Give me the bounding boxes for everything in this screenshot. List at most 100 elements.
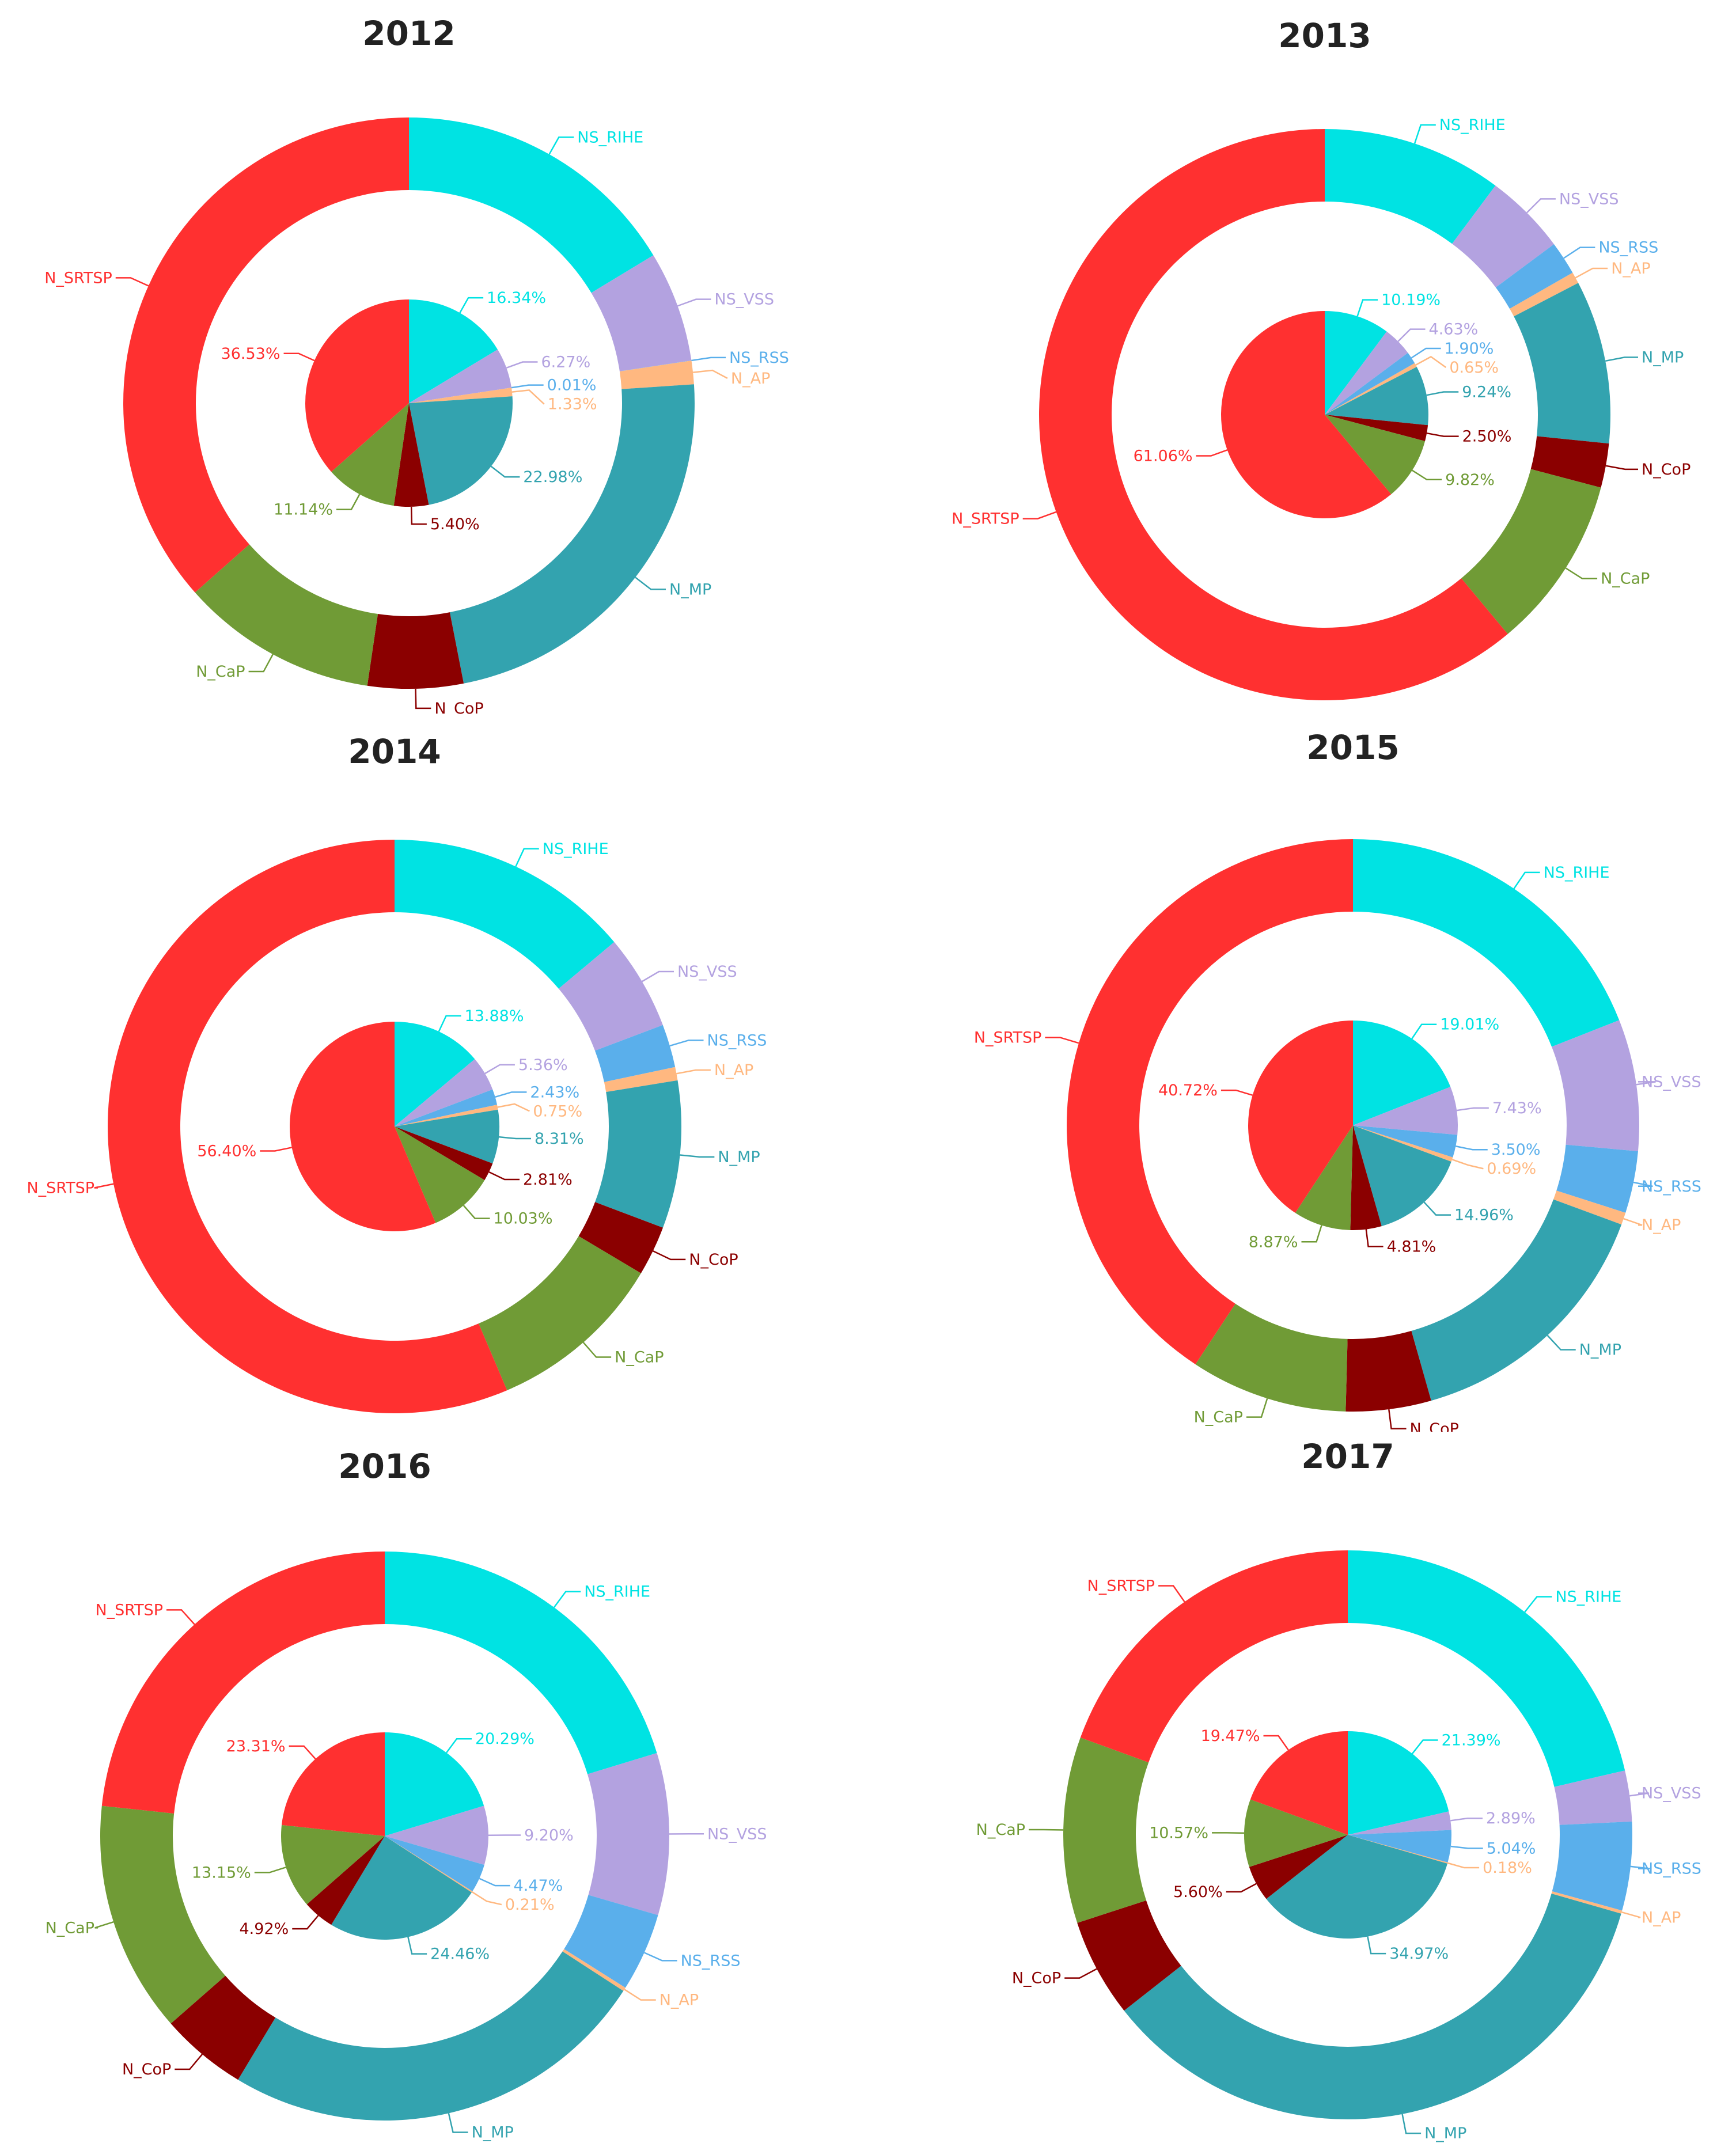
category-label-ns-vss: NS_VSS	[707, 1825, 767, 1843]
percent-leader-line-n-srtsp	[1196, 449, 1228, 457]
inner-pie-slice-n-cop	[1325, 415, 1428, 441]
category-label-ns-rss: NS_RSS	[1642, 1178, 1701, 1196]
outer-ring-segment-n-ap	[619, 361, 694, 389]
outer-ring-segment-n-ap	[1553, 1190, 1626, 1225]
outer-ring-segment-n-cop	[367, 612, 464, 689]
inner-pie-slice-n-cap	[1295, 1125, 1353, 1230]
percent-label-ns-vss: 2.89%	[1486, 1810, 1536, 1827]
inner-pie-slice-n-cop	[306, 1836, 385, 1925]
category-leader-line-ns-vss	[1629, 1792, 1650, 1797]
category-label-n-cop: N_CoP	[122, 2061, 171, 2078]
outer-ring-segment-n-cop	[1077, 1900, 1181, 2011]
percent-label-ns-rss: 2.43%	[530, 1083, 579, 1101]
outer-ring-segment-n-cop	[578, 1202, 663, 1273]
percent-leader-line-n-cap	[254, 1867, 286, 1873]
inner-pie-slice-ns-rss	[1353, 1125, 1458, 1158]
outer-ring-segment-ns-rss	[1552, 1821, 1632, 1911]
percent-label-n-srtsp: 23.31%	[226, 1738, 286, 1755]
percent-leader-line-ns-rihe	[1411, 1023, 1437, 1040]
category-leader-line-ns-rihe	[515, 848, 539, 867]
percent-leader-line-n-srtsp	[1220, 1089, 1253, 1096]
percent-leader-line-ns-vss	[1456, 1107, 1489, 1112]
inner-pie-slice-ns-rihe	[409, 299, 498, 403]
outer-ring-segment-ns-rihe	[385, 1552, 657, 1774]
category-label-n-cap: N_CaP	[976, 1821, 1025, 1839]
percent-leader-line-n-cop	[1426, 432, 1459, 437]
percent-label-n-cap: 13.15%	[192, 1864, 251, 1882]
category-label-n-srtsp: N_SRTSP	[44, 269, 112, 287]
percent-label-n-ap: 0.69%	[1487, 1160, 1536, 1178]
percent-leader-line-n-cap	[463, 1205, 490, 1219]
category-leader-line-n-cop	[175, 2054, 203, 2070]
category-label-n-ap: N_AP	[714, 1061, 753, 1079]
outer-ring-segment-ns-vss	[1554, 1770, 1632, 1825]
percent-label-n-ap: 1.33%	[548, 396, 597, 414]
chart-panel-2013: 2013 NS_RIHE NS_VSS NS_RSS N_AP N_MP N_CoP N_Ca…	[952, 16, 1690, 701]
inner-pie-slice-n-srtsp	[282, 1732, 385, 1836]
outer-ring-segment-n-cap	[100, 1805, 226, 2024]
category-leader-line-n-mp	[1605, 356, 1638, 362]
chart-panel-2012: 2012 NS_RIHE NS_VSS NS_RSS N_AP N_MP N_CoP N_Ca…	[44, 14, 789, 716]
inner-pie-slice-ns-vss	[1325, 331, 1408, 415]
category-label-ns-rihe: NS_RIHE	[577, 128, 643, 146]
category-label-n-srtsp: N_SRTSP	[952, 510, 1019, 528]
category-leader-line-n-ap	[1623, 1217, 1643, 1226]
inner-pie-slice-ns-rihe	[1325, 311, 1387, 415]
percent-leader-line-n-mp	[1367, 1936, 1386, 1955]
category-leader-line-n-mp	[1547, 1334, 1576, 1351]
percent-label-ns-rihe: 21.39%	[1442, 1732, 1501, 1750]
category-label-ns-rihe: NS_RIHE	[1439, 116, 1506, 134]
percent-leader-line-ns-vss	[1397, 328, 1426, 342]
percent-leader-line-n-mp	[490, 465, 520, 478]
outer-ring-segment-ns-rss	[619, 360, 692, 371]
outer-ring-segment-n-cop	[1530, 436, 1609, 488]
outer-ring-segment-n-mp	[1124, 1893, 1621, 2119]
percent-label-n-srtsp: 56.40%	[197, 1142, 256, 1160]
category-label-n-mp: N_MP	[1579, 1341, 1621, 1359]
category-leader-line-n-cop	[1064, 1968, 1097, 1979]
percent-label-n-cop: 2.81%	[523, 1171, 573, 1189]
outer-ring-segment-ns-vss	[558, 942, 663, 1051]
percent-label-n-mp: 34.97%	[1389, 1945, 1449, 1963]
percent-leader-line-n-ap	[1415, 355, 1447, 368]
category-leader-line-n-srtsp	[115, 277, 149, 287]
category-leader-line-ns-vss	[1526, 198, 1556, 214]
percent-label-ns-rihe: 20.29%	[475, 1730, 535, 1748]
inner-pie-slice-n-srtsp	[1250, 1731, 1348, 1835]
percent-label-n-cap: 11.14%	[274, 501, 333, 519]
category-label-n-mp: N_MP	[1424, 2125, 1466, 2142]
category-leader-line-n-cop	[415, 688, 431, 710]
percent-leader-line-n-srtsp	[260, 1147, 292, 1152]
percent-label-ns-rihe: 10.19%	[1381, 291, 1441, 309]
category-leader-line-n-ap	[1575, 267, 1608, 279]
category-leader-line-ns-rihe	[553, 1591, 581, 1608]
inner-pie-slice-n-cop	[393, 403, 429, 507]
outer-ring-segment-ns-rihe	[1325, 129, 1496, 244]
inner-pie-slice-ns-rihe	[395, 1022, 475, 1126]
percent-leader-line-n-ap	[1451, 1159, 1484, 1170]
percent-leader-line-n-cop	[292, 1915, 319, 1930]
percent-label-n-ap: 0.65%	[1449, 359, 1499, 377]
inner-pie-slice-ns-vss	[1348, 1811, 1451, 1835]
category-leader-line-n-srtsp	[94, 1183, 114, 1189]
percent-label-ns-vss: 5.36%	[518, 1056, 568, 1074]
category-label-ns-rihe: NS_RIHE	[1555, 1588, 1621, 1606]
inner-pie-slice-n-cap	[331, 403, 409, 506]
category-label-n-cop: N_CoP	[1410, 1420, 1459, 1432]
category-leader-line-n-cop	[653, 1250, 686, 1261]
outer-ring-segment-ns-rss	[1556, 1144, 1638, 1213]
percent-leader-line-ns-vss	[1450, 1817, 1483, 1822]
percent-label-n-srtsp: 36.53%	[221, 345, 281, 363]
category-label-n-ap: N_AP	[659, 1992, 699, 2009]
category-leader-line-ns-vss	[642, 970, 674, 983]
category-leader-line-n-mp	[635, 576, 666, 590]
outer-ring-segment-ns-vss	[591, 255, 692, 371]
category-label-n-srtsp: N_SRTSP	[1087, 1577, 1155, 1595]
percent-label-ns-rss: 0.01%	[547, 377, 597, 394]
percent-label-ns-vss: 4.63%	[1429, 321, 1479, 339]
chart-title: 2013	[1278, 16, 1371, 55]
percent-label-n-cap: 10.57%	[1149, 1824, 1208, 1842]
percent-label-n-mp: 24.46%	[430, 1945, 490, 1963]
percent-leader-line-n-ap	[1447, 1862, 1480, 1869]
